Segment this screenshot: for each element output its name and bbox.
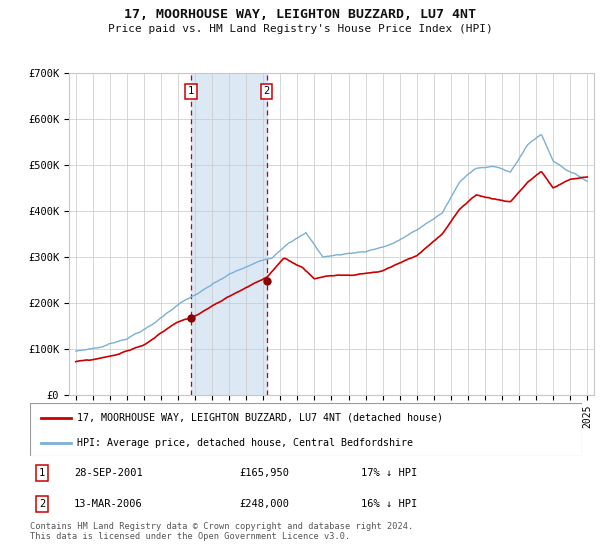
Text: Contains HM Land Registry data © Crown copyright and database right 2024.
This d: Contains HM Land Registry data © Crown c… — [30, 522, 413, 542]
Text: 1: 1 — [188, 86, 194, 96]
Text: £165,950: £165,950 — [240, 468, 290, 478]
Text: £248,000: £248,000 — [240, 499, 290, 509]
Text: 28-SEP-2001: 28-SEP-2001 — [74, 468, 143, 478]
Text: 17, MOORHOUSE WAY, LEIGHTON BUZZARD, LU7 4NT: 17, MOORHOUSE WAY, LEIGHTON BUZZARD, LU7… — [124, 8, 476, 21]
Text: Price paid vs. HM Land Registry's House Price Index (HPI): Price paid vs. HM Land Registry's House … — [107, 24, 493, 34]
Text: 17, MOORHOUSE WAY, LEIGHTON BUZZARD, LU7 4NT (detached house): 17, MOORHOUSE WAY, LEIGHTON BUZZARD, LU7… — [77, 413, 443, 423]
Text: 16% ↓ HPI: 16% ↓ HPI — [361, 499, 418, 509]
Text: 2: 2 — [263, 86, 270, 96]
Text: HPI: Average price, detached house, Central Bedfordshire: HPI: Average price, detached house, Cent… — [77, 438, 413, 448]
Text: 17% ↓ HPI: 17% ↓ HPI — [361, 468, 418, 478]
Text: 13-MAR-2006: 13-MAR-2006 — [74, 499, 143, 509]
Bar — [191, 73, 267, 395]
Text: 2: 2 — [39, 499, 45, 509]
Text: 1: 1 — [39, 468, 45, 478]
